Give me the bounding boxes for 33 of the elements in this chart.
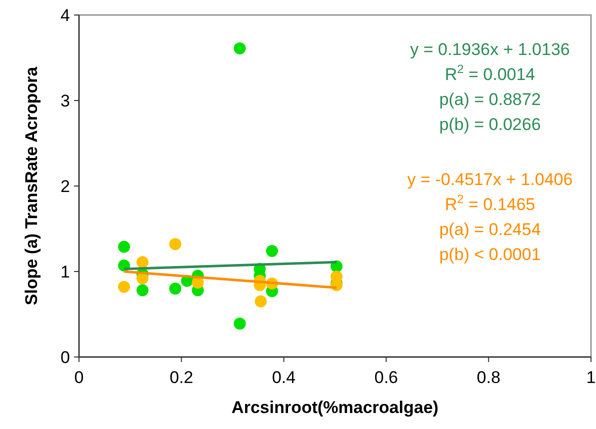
annotation: p(a) = 0.8872	[439, 90, 541, 109]
x-tick-label: 0.8	[476, 368, 500, 387]
point	[254, 295, 267, 308]
x-tick-label: 0.6	[374, 368, 398, 387]
point	[136, 284, 148, 296]
annotation: R$^{2}$ = 0.0014	[444, 62, 536, 84]
point	[266, 244, 278, 257]
annotation: y = -0.4517x + 1.0406	[407, 170, 573, 189]
y-tick-label: 2	[60, 176, 70, 196]
point	[136, 272, 148, 284]
annotation: p(b) < 0.0001	[439, 245, 541, 264]
y-tick-label: 3	[60, 91, 70, 110]
y-axis-title: Slope (a) TransRate Acropora	[22, 66, 41, 306]
y-tick-label: 4	[60, 6, 70, 25]
annotation: p(b) = 0.0266	[439, 115, 541, 134]
point	[136, 256, 148, 268]
x-tick-label: 0	[74, 368, 84, 387]
point	[118, 240, 130, 253]
annotation: R$^{2}$ = 0.1465	[444, 192, 536, 214]
point	[169, 238, 182, 250]
x-axis-title: Arcsinroot(%macroalgae)	[232, 398, 438, 417]
point	[234, 318, 246, 330]
annotation: y = 0.1936x + 1.0136	[410, 40, 570, 59]
annotation: p(a) = 0.2454	[439, 220, 541, 239]
y-tick-label: 1	[60, 262, 70, 282]
x-tick-label: 0.2	[170, 368, 194, 387]
point	[234, 42, 246, 54]
x-tick-label: 0.4	[272, 368, 296, 387]
point	[169, 282, 182, 295]
x-tick-label: 1	[586, 368, 596, 387]
point	[192, 276, 204, 289]
y-tick-label: 0	[60, 348, 70, 367]
point	[118, 280, 130, 293]
